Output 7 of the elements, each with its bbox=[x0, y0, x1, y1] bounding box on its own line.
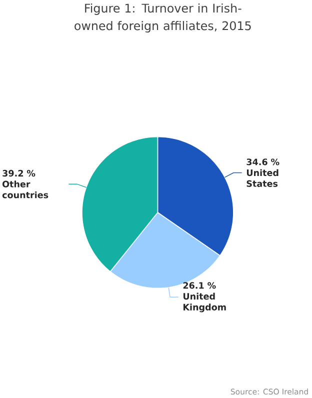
data-label: 39.2 % bbox=[2, 170, 36, 177]
legend-label: Other countries bbox=[2, 180, 48, 198]
slice-label: United States bbox=[246, 169, 278, 187]
chart-title: Figure 1: Turnover in Irish-owned foreign affiliates, 2015 bbox=[74, 3, 251, 33]
slice-label: United Kingdom bbox=[183, 292, 226, 312]
data-label: 26.1 % bbox=[183, 282, 216, 289]
data-label: 34.6 % bbox=[246, 158, 280, 166]
